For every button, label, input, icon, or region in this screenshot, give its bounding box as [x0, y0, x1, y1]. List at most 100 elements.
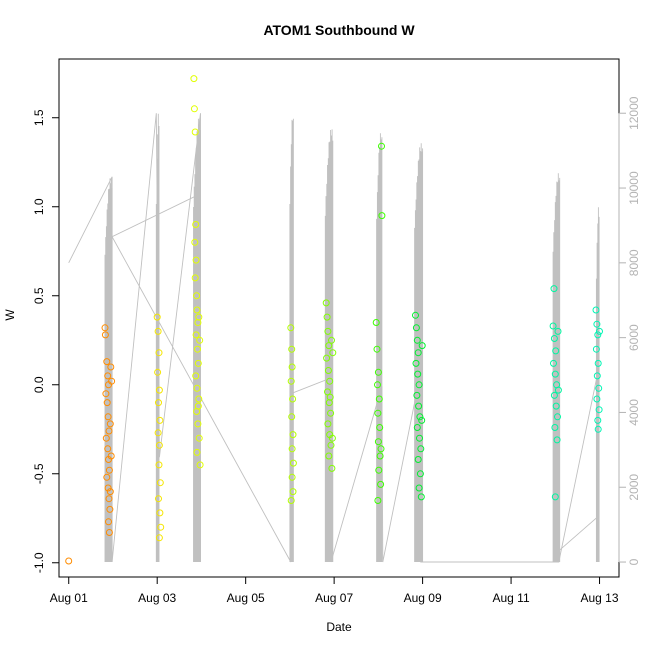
data-point — [550, 335, 558, 342]
data-point — [376, 424, 384, 431]
data-point — [157, 523, 165, 531]
data-point — [552, 402, 560, 410]
data-point — [593, 372, 601, 380]
data-point — [327, 409, 335, 417]
data-point — [329, 349, 337, 357]
y2-tick-label: 6000 — [627, 324, 641, 351]
data-point — [102, 390, 110, 398]
data-point — [595, 406, 603, 414]
data-point — [553, 436, 561, 444]
data-point — [154, 327, 162, 335]
data-point — [196, 461, 204, 469]
data-point — [156, 416, 164, 424]
data-point — [324, 420, 332, 428]
data-point — [288, 445, 296, 453]
data-point — [191, 238, 199, 246]
data-point — [551, 424, 559, 431]
data-point — [193, 448, 201, 456]
y-axis-left: -1.0 -0.5 0.0 0.5 1.0 1.5 — [32, 109, 59, 573]
data-point — [415, 484, 423, 492]
data-point — [103, 399, 111, 407]
data-point — [374, 381, 381, 389]
data-point — [108, 377, 116, 385]
x-axis-label: Date — [326, 620, 352, 634]
data-point — [592, 306, 600, 314]
data-point — [288, 363, 296, 371]
x-tick-label: Aug 09 — [404, 591, 442, 605]
data-point — [554, 413, 561, 421]
data-point — [554, 386, 562, 394]
data-point — [105, 495, 113, 503]
data-point — [594, 425, 602, 433]
data-point — [106, 420, 114, 428]
data-point — [327, 441, 335, 449]
data-point — [550, 359, 557, 367]
data-point — [323, 354, 331, 362]
data-point — [194, 359, 202, 367]
y2-tick-label: 0 — [627, 558, 641, 565]
data-point — [323, 313, 331, 321]
y2-tick-label: 12000 — [627, 96, 641, 130]
data-point — [153, 313, 161, 321]
data-point — [155, 349, 163, 357]
data-point — [325, 452, 333, 460]
data-point — [195, 395, 203, 403]
data-point — [550, 391, 558, 399]
data-point — [328, 336, 335, 344]
data-point — [107, 452, 115, 460]
data-point — [155, 495, 162, 503]
data-point — [107, 363, 115, 371]
plot-frame — [58, 58, 620, 578]
data-point — [155, 461, 163, 469]
y2-tick-label: 8000 — [627, 249, 641, 276]
data-point — [554, 327, 562, 335]
data-point — [414, 456, 422, 463]
y-tick-label: -0.5 — [32, 463, 46, 484]
secondary-burst — [155, 113, 160, 562]
data-point — [190, 105, 198, 113]
data-point — [194, 402, 202, 410]
secondary-burst — [376, 133, 383, 562]
data-point — [552, 347, 560, 355]
data-point — [155, 534, 163, 542]
y-tick-label: -1.0 — [32, 552, 46, 573]
data-point — [413, 424, 421, 431]
y-axis-right: 0 2000 4000 6000 8000 10000 12000 — [618, 96, 641, 565]
data-point — [594, 359, 602, 367]
x-tick-label: Aug 07 — [315, 591, 353, 605]
data-point — [288, 413, 296, 421]
data-point — [193, 306, 201, 314]
data-point — [417, 493, 425, 501]
data-point — [190, 75, 198, 83]
data-point — [413, 336, 421, 344]
data-point — [413, 391, 421, 399]
data-point — [374, 409, 382, 417]
data-point — [192, 372, 200, 380]
data-point — [289, 431, 297, 439]
data-point — [288, 473, 296, 481]
data-point — [324, 388, 331, 396]
data-point — [328, 464, 336, 472]
y2-tick-label: 4000 — [627, 399, 641, 426]
data-point — [375, 395, 383, 403]
data-point — [106, 505, 114, 513]
data-point — [104, 413, 112, 421]
data-point — [326, 377, 334, 385]
data-point — [414, 370, 422, 378]
data-point — [103, 473, 111, 481]
data-point — [374, 368, 382, 376]
data-point — [416, 470, 424, 478]
data-point — [372, 319, 380, 326]
secondary-line — [68, 113, 598, 563]
data-point — [326, 393, 334, 401]
data-point — [550, 285, 558, 293]
y2-tick-label: 10000 — [627, 171, 641, 205]
data-point — [287, 497, 295, 504]
data-point — [156, 509, 164, 517]
data-point — [194, 345, 201, 353]
data-point — [288, 345, 296, 353]
data-point — [412, 324, 420, 332]
data-point — [415, 381, 423, 389]
data-point — [414, 349, 422, 357]
